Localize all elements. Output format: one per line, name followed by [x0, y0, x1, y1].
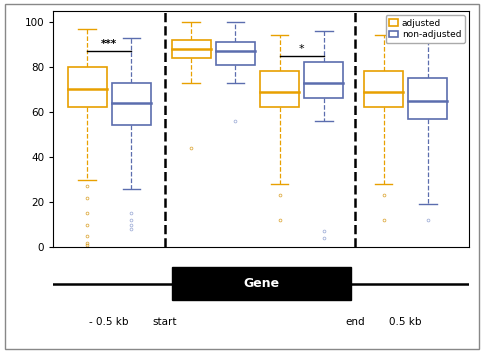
Bar [304, 62, 343, 98]
Bar [260, 71, 299, 107]
Bar [68, 67, 106, 107]
Bar [112, 83, 151, 125]
Bar [172, 40, 211, 58]
Bar [408, 78, 447, 119]
Legend: adjusted, non-adjusted: adjusted, non-adjusted [386, 15, 465, 43]
Text: start: start [153, 317, 177, 327]
Text: - 0.5 kb: - 0.5 kb [90, 317, 129, 327]
Text: 0.5 kb: 0.5 kb [390, 317, 422, 327]
Bar [216, 42, 255, 65]
Bar [172, 267, 351, 300]
Text: *: * [299, 44, 304, 54]
Text: ***: *** [101, 39, 117, 49]
Bar [364, 71, 403, 107]
Text: end: end [345, 317, 365, 327]
Text: Gene: Gene [243, 277, 279, 290]
